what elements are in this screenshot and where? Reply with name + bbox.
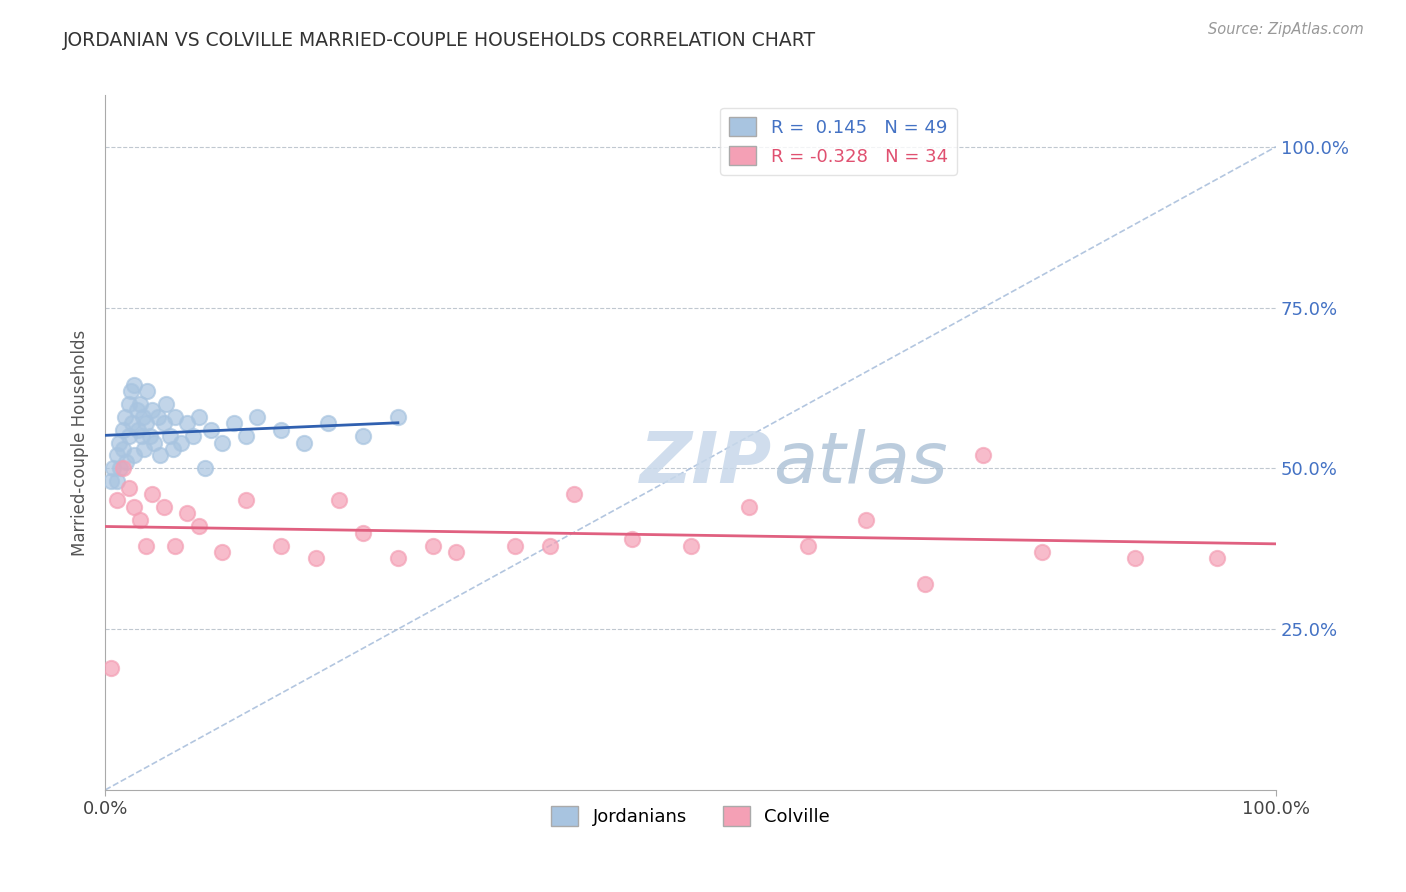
Point — [187, 409, 209, 424]
Point — [235, 493, 257, 508]
Point — [117, 429, 139, 443]
Point — [422, 539, 444, 553]
Point — [114, 409, 136, 424]
Point — [103, 461, 125, 475]
Point — [387, 409, 409, 424]
Point — [146, 409, 169, 424]
Point — [124, 500, 146, 514]
Point — [149, 449, 172, 463]
Point — [135, 539, 157, 553]
Point — [621, 532, 644, 546]
Text: Source: ZipAtlas.com: Source: ZipAtlas.com — [1208, 22, 1364, 37]
Point — [117, 481, 139, 495]
Point — [155, 397, 177, 411]
Point — [972, 449, 994, 463]
Point — [200, 423, 222, 437]
Text: ZIP: ZIP — [640, 429, 772, 498]
Point — [352, 525, 374, 540]
Point — [121, 417, 143, 431]
Point — [194, 461, 217, 475]
Point — [141, 487, 163, 501]
Point — [131, 409, 153, 424]
Point — [855, 513, 877, 527]
Point — [270, 539, 292, 553]
Point — [132, 442, 155, 456]
Point — [1031, 545, 1053, 559]
Point — [143, 435, 166, 450]
Point — [187, 519, 209, 533]
Point — [131, 429, 153, 443]
Point — [152, 417, 174, 431]
Point — [105, 493, 128, 508]
Point — [129, 513, 152, 527]
Point — [503, 539, 526, 553]
Point — [165, 409, 187, 424]
Point — [679, 539, 702, 553]
Point — [127, 423, 149, 437]
Point — [352, 429, 374, 443]
Point — [105, 474, 128, 488]
Legend: Jordanians, Colville: Jordanians, Colville — [544, 798, 838, 833]
Point — [152, 500, 174, 514]
Point — [181, 429, 204, 443]
Point — [100, 474, 122, 488]
Point — [914, 577, 936, 591]
Point — [120, 384, 142, 399]
Point — [111, 461, 134, 475]
Point — [1125, 551, 1147, 566]
Point — [211, 545, 233, 559]
Text: atlas: atlas — [772, 429, 948, 498]
Point — [738, 500, 761, 514]
Point — [387, 551, 409, 566]
Point — [125, 403, 148, 417]
Point — [124, 377, 146, 392]
Point — [108, 435, 131, 450]
Point — [129, 397, 152, 411]
Point — [270, 423, 292, 437]
Point — [328, 493, 350, 508]
Point — [135, 417, 157, 431]
Point — [316, 417, 339, 431]
Point — [141, 403, 163, 417]
Point — [117, 397, 139, 411]
Point — [110, 461, 132, 475]
Point — [538, 539, 561, 553]
Point — [176, 417, 198, 431]
Point — [305, 551, 328, 566]
Point — [115, 455, 138, 469]
Point — [235, 429, 257, 443]
Point — [1206, 551, 1229, 566]
Y-axis label: Married-couple Households: Married-couple Households — [72, 329, 89, 556]
Point — [446, 545, 468, 559]
Point — [100, 661, 122, 675]
Point — [105, 449, 128, 463]
Point — [111, 423, 134, 437]
Text: JORDANIAN VS COLVILLE MARRIED-COUPLE HOUSEHOLDS CORRELATION CHART: JORDANIAN VS COLVILLE MARRIED-COUPLE HOU… — [63, 31, 817, 50]
Point — [136, 384, 159, 399]
Point — [562, 487, 585, 501]
Point — [111, 442, 134, 456]
Point — [796, 539, 818, 553]
Point — [246, 409, 269, 424]
Point — [162, 442, 184, 456]
Point — [138, 429, 160, 443]
Point — [124, 449, 146, 463]
Point — [211, 435, 233, 450]
Point — [170, 435, 193, 450]
Point — [292, 435, 315, 450]
Point — [222, 417, 245, 431]
Point — [165, 539, 187, 553]
Point — [176, 507, 198, 521]
Point — [159, 429, 181, 443]
